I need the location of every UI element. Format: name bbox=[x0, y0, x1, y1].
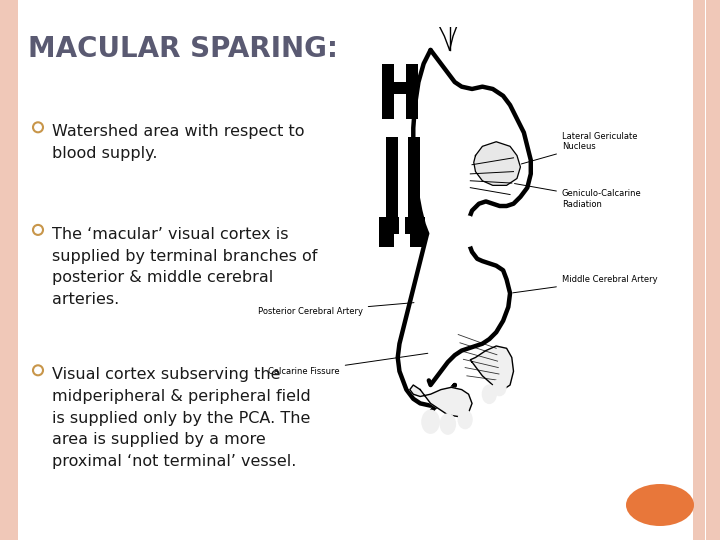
Circle shape bbox=[482, 385, 496, 403]
Circle shape bbox=[456, 217, 478, 246]
Text: Lateral Gericulate
Nucleus: Lateral Gericulate Nucleus bbox=[521, 132, 637, 164]
Bar bbox=[706, 0, 720, 540]
Bar bbox=[405, 218, 426, 233]
Bar bbox=[379, 218, 400, 233]
Bar bbox=[386, 137, 397, 220]
Ellipse shape bbox=[626, 484, 694, 526]
Bar bbox=[410, 231, 426, 247]
Bar bbox=[0, 0, 18, 540]
Polygon shape bbox=[410, 385, 472, 417]
Text: MACULAR SPARING:: MACULAR SPARING: bbox=[28, 35, 338, 63]
Polygon shape bbox=[474, 141, 521, 185]
Bar bbox=[382, 82, 418, 93]
Text: Middle Cerebral Artery: Middle Cerebral Artery bbox=[513, 275, 657, 293]
Circle shape bbox=[422, 410, 439, 433]
Circle shape bbox=[493, 379, 506, 396]
Bar bbox=[693, 0, 705, 540]
Text: Posterior Cerebral Artery: Posterior Cerebral Artery bbox=[258, 302, 414, 316]
Circle shape bbox=[440, 414, 456, 434]
Bar bbox=[406, 64, 418, 119]
Text: Calcarine Fissure: Calcarine Fissure bbox=[268, 353, 428, 376]
Bar bbox=[379, 231, 395, 247]
Circle shape bbox=[458, 410, 472, 429]
Text: Geniculo-Calcarine
Radiation: Geniculo-Calcarine Radiation bbox=[515, 184, 642, 209]
Text: Watershed area with respect to
blood supply.: Watershed area with respect to blood sup… bbox=[52, 124, 305, 161]
Bar bbox=[382, 64, 395, 119]
Polygon shape bbox=[470, 346, 513, 390]
Text: The ‘macular’ visual cortex is
supplied by terminal branches of
posterior & midd: The ‘macular’ visual cortex is supplied … bbox=[52, 227, 318, 307]
Bar bbox=[408, 137, 420, 220]
Text: Visual cortex subserving the
midperipheral & peripheral field
is supplied only b: Visual cortex subserving the midperipher… bbox=[52, 367, 311, 469]
